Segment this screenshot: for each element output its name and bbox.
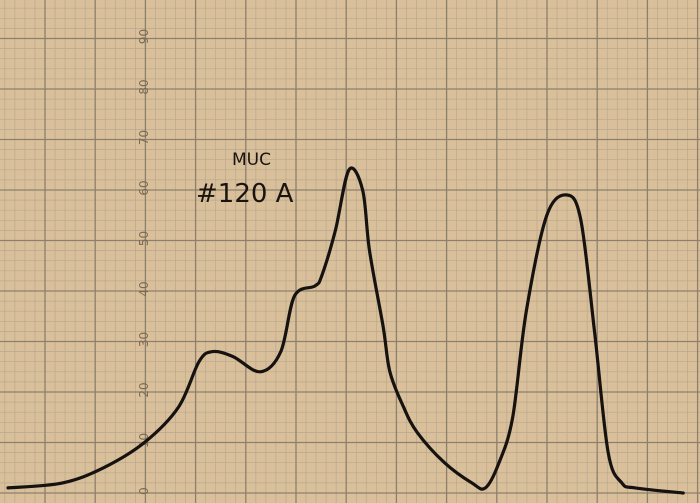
y-tick-label: 20 xyxy=(137,382,151,397)
annotation-line-2: #120 A xyxy=(196,179,294,209)
y-tick-label: 70 xyxy=(137,130,151,145)
y-tick-label: 30 xyxy=(137,332,151,347)
chart-trace-line xyxy=(6,166,685,495)
y-tick-label: 90 xyxy=(137,29,151,44)
y-tick-label: 50 xyxy=(137,231,151,246)
handwritten-annotation: MUC #120 A xyxy=(196,150,294,209)
y-tick-label: 40 xyxy=(137,281,151,296)
y-tick-label: 0 xyxy=(137,487,151,495)
annotation-line-1: MUC xyxy=(232,150,271,170)
y-tick-label: 80 xyxy=(137,79,151,94)
y-tick-label: 60 xyxy=(137,180,151,195)
